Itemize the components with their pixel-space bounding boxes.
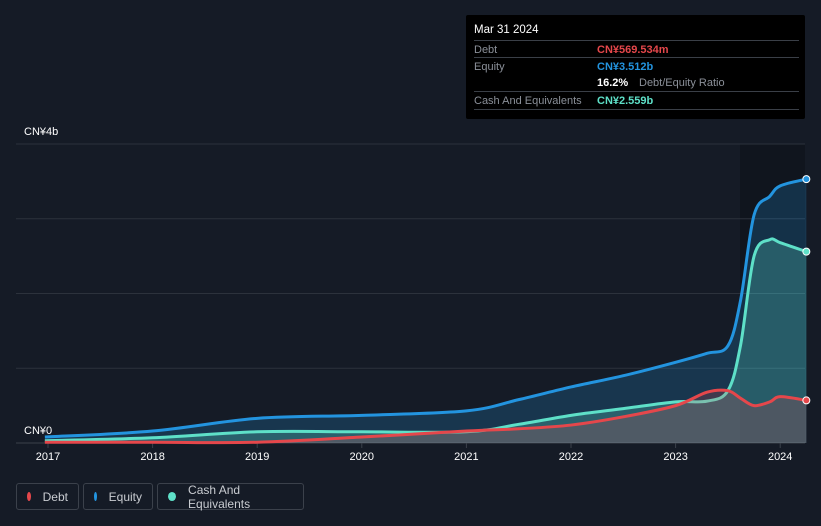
legend-label: Equity xyxy=(108,489,142,504)
legend-cash[interactable]: Cash And Equivalents xyxy=(157,482,304,511)
cash-and-equivalents-end-point[interactable] xyxy=(802,247,811,256)
cash-label: Cash And Equivalents xyxy=(474,95,582,107)
equity-value: CN¥3.512b xyxy=(597,61,654,73)
equity-end-point[interactable] xyxy=(802,175,811,184)
equity-line xyxy=(44,177,807,439)
equity-dot-icon xyxy=(94,492,97,501)
debt-value: CN¥569.534m xyxy=(597,44,669,56)
cash-and-equivalents-area xyxy=(44,238,807,443)
equity-area xyxy=(44,179,807,443)
legend-debt[interactable]: Debt xyxy=(16,483,79,510)
x-tick-label: 2024 xyxy=(767,451,793,463)
x-tick-label: 2021 xyxy=(454,451,479,463)
debt-end-point[interactable] xyxy=(802,396,811,405)
debt-line xyxy=(44,388,807,445)
y-tick-label: CN¥0 xyxy=(24,425,53,437)
legend-label: Cash And Equivalents xyxy=(188,482,251,511)
debt-dot-icon xyxy=(27,492,31,501)
ratio-label: Debt/Equity Ratio xyxy=(639,77,725,89)
y-tick-label: CN¥4b xyxy=(24,126,59,138)
equity-label: Equity xyxy=(474,61,505,73)
cash-value: CN¥2.559b xyxy=(597,95,654,107)
cash-and-equivalents-line xyxy=(44,237,807,443)
ratio-value: 16.2% xyxy=(597,77,629,89)
tooltip: Mar 31 2024 Debt CN¥569.534m Equity CN¥3.5… xyxy=(466,15,805,119)
legend-label: Debt xyxy=(42,489,68,504)
x-tick-label: 2022 xyxy=(558,451,584,463)
debt-area xyxy=(44,390,807,443)
x-tick-label: 2018 xyxy=(140,451,165,463)
x-tick-label: 2023 xyxy=(663,451,688,463)
x-tick-label: 2020 xyxy=(349,451,375,463)
debt-label: Debt xyxy=(474,44,498,56)
legend-equity[interactable]: Equity xyxy=(83,483,153,510)
x-tick-label: 2019 xyxy=(244,451,270,463)
tooltip-date: Mar 31 2024 xyxy=(474,24,539,36)
cash-dot-icon xyxy=(168,492,177,501)
x-tick-label: 2017 xyxy=(35,451,61,463)
